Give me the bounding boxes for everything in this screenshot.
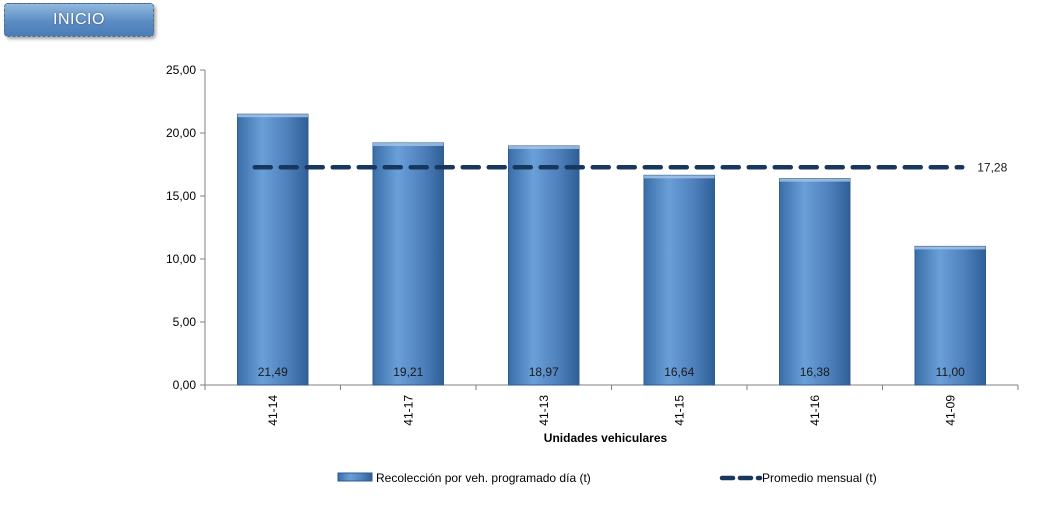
average-line-series: 17,28 xyxy=(252,160,1008,174)
average-data-label: 17,28 xyxy=(977,160,1007,174)
y-tick-label: 15,00 xyxy=(166,189,196,203)
bar-highlight xyxy=(508,145,579,149)
bar-highlight xyxy=(237,114,308,118)
bar-highlight xyxy=(779,178,850,182)
x-axis-title: Unidades vehiculares xyxy=(544,431,668,445)
x-tick-label: 41-09 xyxy=(943,395,957,426)
bar-data-label: 11,00 xyxy=(936,365,965,379)
x-tick-label: 41-13 xyxy=(537,395,551,426)
y-tick-label: 0,00 xyxy=(173,378,197,392)
bar xyxy=(508,145,580,386)
x-tick-label: 41-14 xyxy=(266,395,280,426)
x-tick-label: 41-17 xyxy=(401,395,415,426)
x-tick-label: 41-15 xyxy=(672,395,686,426)
bar-data-label: 16,64 xyxy=(664,365,694,379)
legend-line-label: Promedio mensual (t) xyxy=(762,471,877,485)
legend-bar-swatch xyxy=(337,472,373,482)
bar xyxy=(372,142,444,386)
y-tick-label: 10,00 xyxy=(166,252,196,266)
bar xyxy=(237,113,309,386)
bar-data-label: 21,49 xyxy=(258,365,288,379)
bar-highlight xyxy=(915,246,986,250)
x-axis: 41-14 41-17 41-13 41-15 41-16 41-09 xyxy=(204,384,1019,426)
legend-bar-label: Recolección por veh. programado día (t) xyxy=(376,471,591,485)
bar xyxy=(779,178,851,386)
y-axis: 0,00 5,00 10,00 15,00 20,00 25,00 xyxy=(166,63,206,392)
bar-highlight xyxy=(644,175,715,179)
legend: Recolección por veh. programado día (t) … xyxy=(337,471,877,485)
bar xyxy=(914,245,986,386)
bar-data-label: 18,97 xyxy=(529,365,559,379)
y-tick-label: 25,00 xyxy=(166,63,196,77)
bar-data-label: 16,38 xyxy=(800,365,830,379)
inicio-button[interactable]: INICIO xyxy=(4,3,154,37)
y-tick-label: 20,00 xyxy=(166,126,196,140)
y-tick-label: 5,00 xyxy=(173,315,197,329)
bar-highlight xyxy=(373,142,444,146)
bar-series: 21,49 19,21 18,97 16,64 16,38 11,00 xyxy=(237,113,986,386)
bar-data-label: 19,21 xyxy=(393,365,423,379)
bar xyxy=(643,174,715,386)
x-tick-label: 41-16 xyxy=(808,395,822,426)
